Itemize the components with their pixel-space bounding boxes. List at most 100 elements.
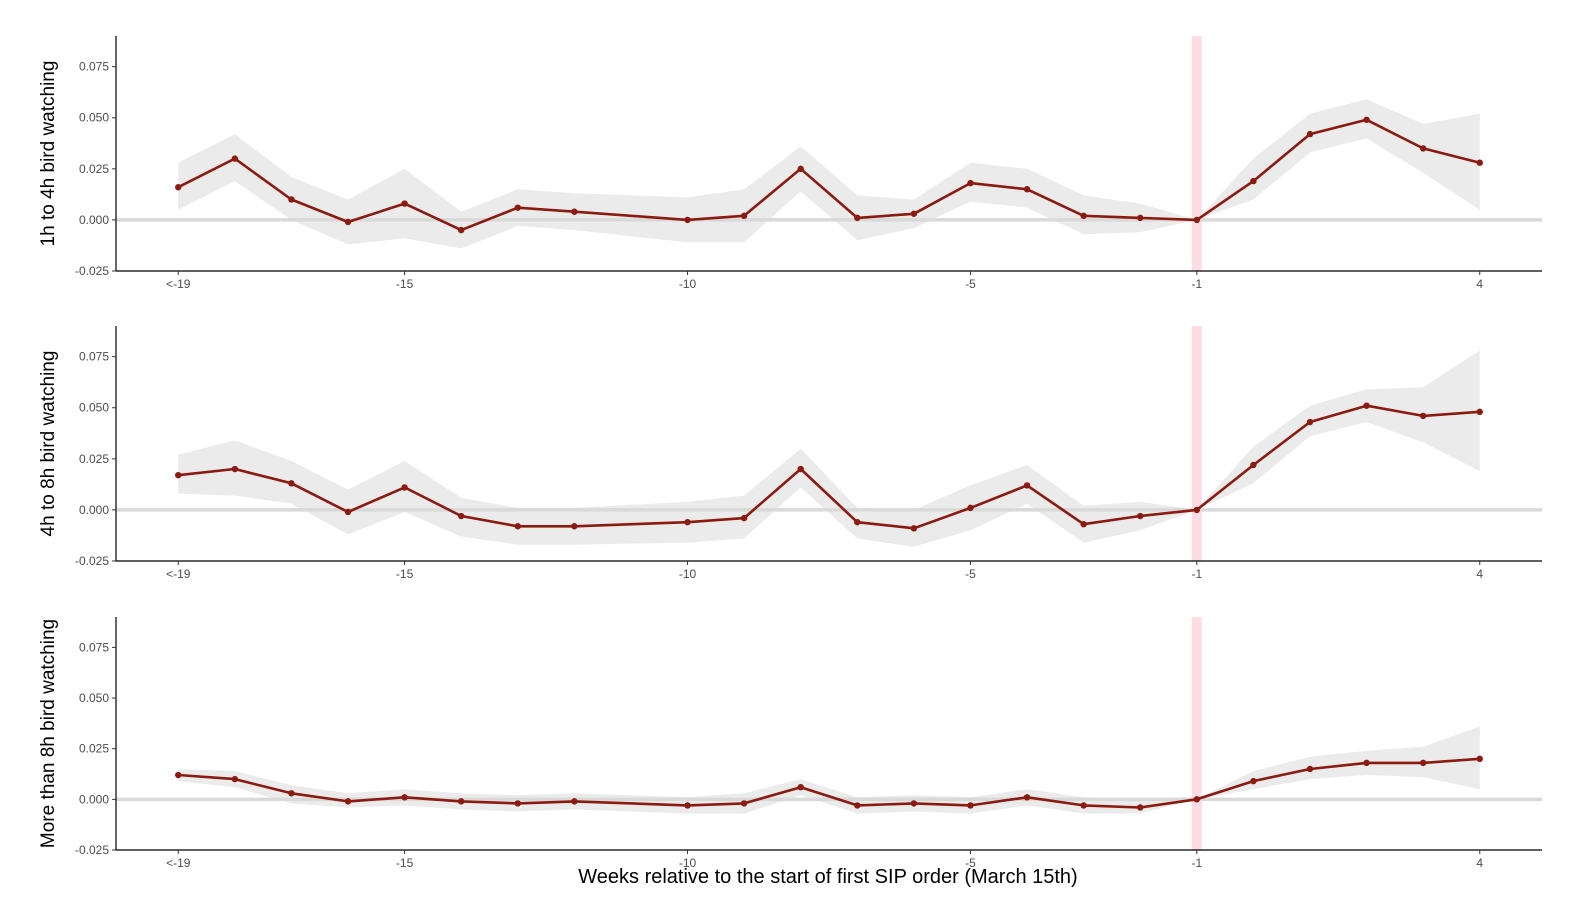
x-tick-label: -15 — [396, 856, 414, 870]
data-point — [1476, 408, 1483, 416]
panels: -0.025 0.000 0.025 0.050 0.075 <-19 -15 -10 -5 -1… — [38, 36, 1542, 870]
data-point — [1023, 482, 1031, 489]
reference-band — [1191, 326, 1202, 561]
data-point — [1250, 777, 1257, 785]
y-axis-label: 4h to 8h bird watching — [38, 351, 59, 537]
data-point — [1193, 796, 1201, 803]
x-tick-label: -10 — [679, 856, 697, 870]
data-point — [175, 471, 182, 479]
data-point — [571, 798, 578, 805]
data-point — [457, 512, 465, 520]
data-point — [401, 484, 408, 491]
x-tick-label: <-19 — [166, 567, 191, 581]
data-point — [854, 518, 861, 526]
y-tick-label: -0.025 — [75, 554, 109, 568]
data-point — [1306, 130, 1314, 138]
y-tick-label: -0.025 — [75, 843, 109, 857]
data-point — [1250, 177, 1257, 185]
data-point — [1193, 506, 1201, 514]
data-point — [967, 802, 974, 809]
y-axis-label: More than 8h bird watching — [38, 619, 59, 848]
data-point — [740, 212, 748, 220]
data-point — [910, 800, 918, 807]
y-axis-label: 1h to 4h bird watching — [38, 61, 59, 247]
data-point — [910, 210, 918, 217]
data-point — [1363, 759, 1370, 767]
data-point — [344, 218, 352, 226]
data-point — [401, 200, 408, 207]
x-tick-label: -5 — [965, 856, 976, 870]
panel-1: -0.025 0.000 0.025 0.050 0.075 <-19 -15 -10 -5 -1… — [38, 36, 1542, 291]
confidence-ribbon — [178, 99, 1480, 249]
data-point — [344, 508, 352, 516]
data-point — [854, 214, 861, 222]
x-tick-label: 4 — [1476, 277, 1483, 291]
data-point — [740, 514, 748, 522]
data-point — [797, 783, 804, 791]
reference-band — [1191, 617, 1202, 850]
data-point — [797, 465, 804, 473]
data-point — [1306, 418, 1314, 426]
data-point — [684, 216, 691, 224]
data-point — [1419, 145, 1427, 152]
data-point — [1137, 214, 1144, 222]
y-tick-label: 0.025 — [79, 452, 109, 466]
data-point — [231, 465, 239, 473]
y-tick-label: 0.050 — [79, 111, 109, 125]
y-tick-label: 0.000 — [79, 503, 109, 517]
data-point — [175, 771, 182, 779]
x-axis-label: Weeks relative to the start of first SIP… — [578, 866, 1077, 888]
confidence-ribbon — [178, 350, 1480, 547]
x-tick-label: -1 — [1191, 277, 1202, 291]
data-point — [1476, 159, 1483, 166]
data-point — [684, 802, 691, 809]
x-tick-label: 4 — [1476, 567, 1483, 581]
data-point — [231, 775, 239, 783]
data-point — [1023, 186, 1031, 193]
data-point — [1080, 212, 1087, 220]
x-tick-label: -15 — [396, 567, 414, 581]
data-point — [401, 794, 408, 801]
x-tick-label: -15 — [396, 277, 414, 291]
data-point — [1137, 804, 1144, 811]
data-point — [1419, 412, 1427, 420]
data-point — [1363, 402, 1370, 409]
data-point — [175, 184, 182, 191]
data-point — [571, 208, 578, 215]
data-point — [1080, 802, 1087, 809]
y-tick-label: -0.025 — [75, 264, 109, 278]
y-tick-label: 0.000 — [79, 792, 109, 806]
x-tick-label: -1 — [1191, 567, 1202, 581]
data-point — [514, 800, 521, 807]
data-point — [797, 165, 804, 173]
x-tick-label: -10 — [679, 567, 697, 581]
data-point — [1476, 755, 1483, 763]
data-point — [344, 798, 352, 805]
data-point — [740, 800, 748, 807]
data-point — [967, 504, 974, 512]
y-tick-label: 0.075 — [79, 60, 109, 74]
y-tick-label: 0.050 — [79, 691, 109, 705]
panel-3: -0.025 0.000 0.025 0.050 0.075 <-19 -15 -10 -5 -1… — [38, 617, 1542, 870]
data-point — [1080, 521, 1087, 528]
data-point — [571, 523, 578, 530]
data-point — [457, 798, 465, 805]
data-point — [910, 525, 918, 532]
data-point — [1023, 794, 1031, 801]
data-point — [1193, 216, 1201, 224]
panel-2: -0.025 0.000 0.025 0.050 0.075 <-19 -15 -10 -5 -1… — [38, 326, 1542, 581]
data-point — [1250, 461, 1257, 469]
x-tick-label: -5 — [965, 277, 976, 291]
x-tick-label: -10 — [679, 277, 697, 291]
data-point — [684, 518, 691, 526]
data-point — [1306, 765, 1314, 773]
y-tick-label: 0.025 — [79, 742, 109, 756]
data-point — [514, 204, 521, 211]
y-tick-label: 0.050 — [79, 401, 109, 415]
x-tick-label: <-19 — [166, 856, 191, 870]
data-point — [288, 196, 295, 203]
data-point — [854, 802, 861, 809]
data-point — [1419, 759, 1427, 767]
y-tick-label: 0.075 — [79, 640, 109, 654]
